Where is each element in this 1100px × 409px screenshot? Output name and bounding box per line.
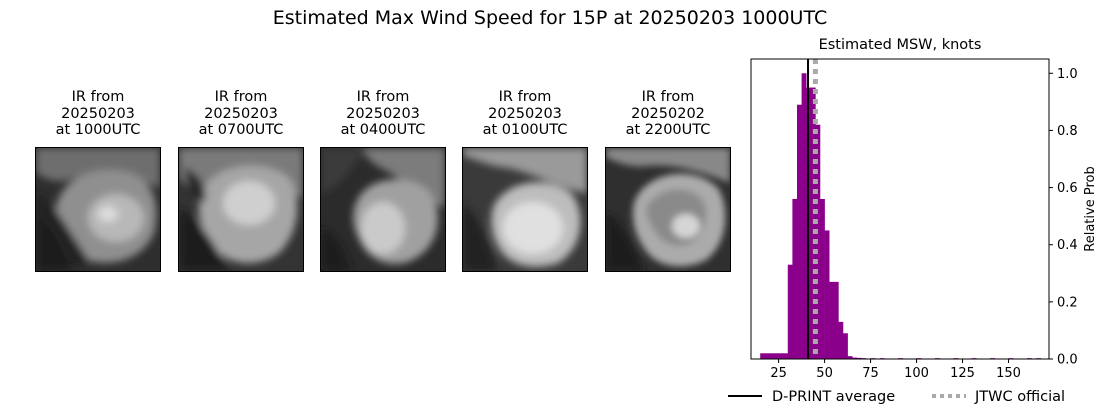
- x-tick-label: 25: [770, 366, 787, 381]
- histogram-bar: [764, 353, 770, 359]
- axes-frame: [750, 58, 1050, 360]
- panel-title-line: at 0400UTC: [340, 122, 426, 138]
- histogram-bar: [792, 199, 798, 359]
- y-tick-label: 0.0: [1057, 353, 1078, 368]
- ir-panel-3: IR from 20250203 at 0400UTC: [320, 89, 446, 272]
- ir-panel-title: IR from 20250202 at 2200UTC: [605, 89, 731, 139]
- x-tick-label: 100: [904, 366, 929, 381]
- histogram-bar: [842, 333, 848, 359]
- ir-panel-1: IR from 20250203 at 1000UTC: [35, 89, 161, 272]
- histogram-bar: [819, 199, 825, 359]
- ir-panel-4: IR from 20250203 at 0100UTC: [462, 89, 588, 272]
- panel-title-line: IR from: [498, 89, 552, 105]
- ir-satellite-image: [35, 147, 161, 272]
- figure-title: Estimated Max Wind Speed for 15P at 2025…: [272, 7, 828, 29]
- histogram-bar: [838, 321, 844, 359]
- histogram-bar: [769, 353, 775, 359]
- y-tick-label: 0.2: [1057, 295, 1078, 310]
- panel-title-line: 20250202: [631, 105, 705, 122]
- legend: D-PRINT average JTWC official: [728, 389, 1065, 405]
- y-tick-label: 0.4: [1057, 238, 1078, 253]
- x-tick-label: 150: [996, 366, 1021, 381]
- y-tick-label: 0.8: [1057, 124, 1078, 139]
- panel-title-line: 20250203: [488, 105, 562, 122]
- panel-title-line: IR from: [641, 89, 695, 105]
- histogram-bar: [778, 353, 784, 359]
- histogram-bar: [801, 73, 807, 359]
- ir-satellite-image: [320, 147, 446, 272]
- y-axis-label: Relative Prob: [1083, 166, 1098, 251]
- panel-title-line: at 2200UTC: [625, 122, 711, 138]
- histogram-bar: [773, 353, 779, 359]
- histogram-bar: [787, 264, 793, 359]
- histogram-bar: [856, 357, 862, 359]
- panel-title-line: IR from: [356, 89, 410, 105]
- histogram-bar: [783, 353, 789, 359]
- histogram-bar: [833, 281, 839, 359]
- chart-title: Estimated MSW, knots: [819, 37, 982, 53]
- ir-satellite-image: [462, 147, 588, 272]
- ir-panel-title: IR from 20250203 at 0100UTC: [462, 89, 588, 139]
- legend-label-dprint: D-PRINT average: [772, 389, 895, 405]
- panel-title-line: 20250203: [346, 105, 420, 122]
- ir-panel-5: IR from 20250202 at 2200UTC: [605, 89, 731, 272]
- y-tick-label: 1.0: [1057, 67, 1078, 82]
- histogram-bar: [824, 230, 830, 359]
- ir-panel-2: IR from 20250203 at 0700UTC: [178, 89, 304, 272]
- panel-title-line: at 1000UTC: [55, 122, 141, 138]
- ir-panel-title: IR from 20250203 at 0700UTC: [178, 89, 304, 139]
- panel-title-line: at 0700UTC: [198, 122, 284, 138]
- panel-title-line: at 0100UTC: [482, 122, 568, 138]
- panel-title-line: 20250203: [61, 105, 135, 122]
- y-tick-label: 0.6: [1057, 181, 1078, 196]
- histogram-bar: [829, 281, 835, 359]
- histogram-bar: [852, 357, 858, 359]
- histogram-bar: [847, 356, 853, 359]
- ir-satellite-image: [178, 147, 304, 272]
- ir-panel-title: IR from 20250203 at 0400UTC: [320, 89, 446, 139]
- x-tick-label: 125: [950, 366, 975, 381]
- x-tick-label: 50: [816, 366, 833, 381]
- ir-satellite-image: [605, 147, 731, 272]
- panel-title-line: IR from: [214, 89, 268, 105]
- legend-label-jtwc: JTWC official: [974, 389, 1065, 405]
- ir-panel-title: IR from 20250203 at 1000UTC: [35, 89, 161, 139]
- panel-title-line: 20250203: [204, 105, 278, 122]
- histogram-bar: [760, 353, 766, 359]
- x-tick-label: 75: [862, 366, 879, 381]
- histogram-bar: [796, 104, 802, 360]
- panel-title-line: IR from: [71, 89, 125, 105]
